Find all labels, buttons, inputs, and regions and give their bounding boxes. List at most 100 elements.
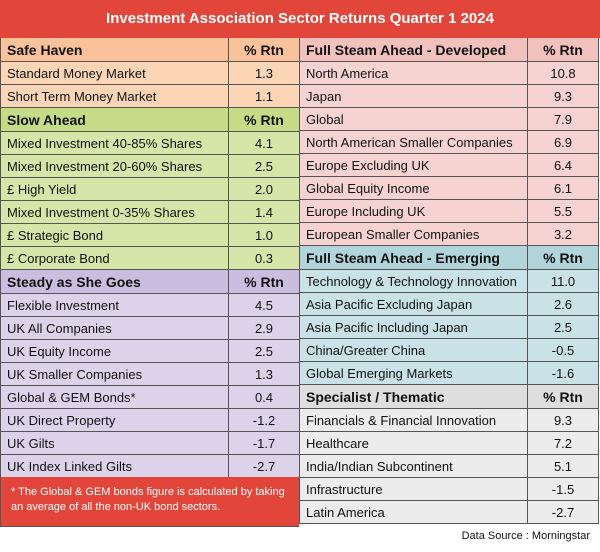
sector-return: 5.5 [553, 204, 573, 219]
section-title: Safe Haven [1, 38, 229, 61]
sector-name: North America [300, 62, 528, 84]
sector-name: Asia Pacific Excluding Japan [300, 293, 528, 315]
table-row: Europe Excluding UK 6.4 [300, 154, 598, 177]
table-row: UK Gilts -1.7 [1, 432, 299, 455]
table-row: UK Index Linked Gilts -2.7 [1, 455, 299, 478]
table-row: China/Greater China -0.5 [300, 339, 598, 362]
sector-name: Global & GEM Bonds* [1, 386, 229, 408]
table-row: Standard Money Market 1.3 [1, 62, 299, 85]
table-row: North American Smaller Companies 6.9 [300, 131, 598, 154]
table-row: India/Indian Subcontinent 5.1 [300, 455, 598, 478]
sector-name: Short Term Money Market [1, 85, 229, 107]
sector-name: Japan [300, 85, 528, 107]
sector-name: Latin America [300, 501, 528, 523]
sector-name: Infrastructure [300, 478, 528, 500]
sector-return: -1.5 [551, 482, 575, 497]
sector-return: 6.4 [553, 158, 573, 173]
sector-return: 11.0 [550, 274, 576, 289]
sector-return: 5.1 [553, 459, 573, 474]
sector-name: Global [300, 108, 528, 130]
left-column: Safe Haven% Rtn Standard Money Market 1.3 S… [0, 38, 299, 478]
table-row: Flexible Investment 4.5 [1, 294, 299, 317]
table-row: Asia Pacific Including Japan 2.5 [300, 316, 598, 339]
sector-return: 2.9 [254, 321, 274, 336]
sector-return: -1.7 [252, 436, 276, 451]
sector-name: Asia Pacific Including Japan [300, 316, 528, 338]
sector-name: Mixed Investment 20-60% Shares [1, 155, 229, 177]
column-header-return: % Rtn [543, 389, 583, 405]
table-row: UK Equity Income 2.5 [1, 340, 299, 363]
sector-return: 0.3 [254, 251, 274, 266]
sector-name: UK Smaller Companies [1, 363, 229, 385]
table-row: £ High Yield 2.0 [1, 178, 299, 201]
sector-name: UK Direct Property [1, 409, 229, 431]
sector-return: 2.5 [254, 344, 274, 359]
section-header: Full Steam Ahead - Emerging % Rtn [300, 246, 598, 270]
sector-name: China/Greater China [300, 339, 528, 361]
table-row: Europe Including UK 5.5 [300, 200, 598, 223]
section-header: Full Steam Ahead - Developed % Rtn [300, 38, 598, 62]
table-row: Global 7.9 [300, 108, 598, 131]
sector-return: 2.0 [254, 182, 274, 197]
section-header: Safe Haven % Rtn [1, 38, 299, 62]
table-row: Mixed Investment 40-85% Shares 4.1 [1, 132, 299, 155]
table-row: Japan 9.3 [300, 85, 598, 108]
sector-return: 1.4 [254, 205, 274, 220]
table-row: Mixed Investment 0-35% Shares 1.4 [1, 201, 299, 224]
table-row: Infrastructure -1.5 [300, 478, 598, 501]
sector-return: 0.4 [254, 390, 274, 405]
table-row: UK Smaller Companies 1.3 [1, 363, 299, 386]
sector-name: Healthcare [300, 432, 528, 454]
section-title: Specialist / Thematic [300, 385, 528, 408]
sector-name: Financials & Financial Innovation [300, 409, 528, 431]
sector-name: Europe Excluding UK [300, 154, 528, 176]
table-row: £ Strategic Bond 1.0 [1, 224, 299, 247]
sector-return: -1.2 [252, 413, 276, 428]
sector-return: -2.7 [551, 505, 575, 520]
sector-name: Mixed Investment 0-35% Shares [1, 201, 229, 223]
sector-name: UK Index Linked Gilts [1, 455, 229, 477]
table-row: Latin America -2.7 [300, 501, 598, 524]
sector-return: 9.3 [553, 89, 573, 104]
section-title: Full Steam Ahead - Emerging [300, 246, 528, 269]
sector-return: 7.9 [553, 112, 573, 127]
table-row: Short Term Money Market 1.1 [1, 85, 299, 108]
footnote: * The Global & GEM bonds figure is calcu… [0, 477, 299, 527]
section-title: Full Steam Ahead - Developed [300, 38, 528, 61]
section-header: Steady as She Goes % Rtn [1, 270, 299, 294]
table-row: Global & GEM Bonds* 0.4 [1, 386, 299, 409]
sector-name: Flexible Investment [1, 294, 229, 316]
section-title: Slow Ahead [1, 108, 229, 131]
sector-name: North American Smaller Companies [300, 131, 528, 153]
sector-return: 1.0 [254, 228, 274, 243]
sector-return: 2.5 [553, 320, 573, 335]
sector-name: UK All Companies [1, 317, 229, 339]
table-row: Technology & Technology Innovation 11.0 [300, 270, 598, 293]
sector-name: Mixed Investment 40-85% Shares [1, 132, 229, 154]
sector-return: 6.1 [553, 181, 573, 196]
column-header-return: % Rtn [543, 250, 583, 266]
sector-return: 2.6 [553, 297, 573, 312]
column-header-return: % Rtn [244, 42, 284, 58]
sector-return: -1.6 [551, 366, 575, 381]
sector-name: India/Indian Subcontinent [300, 455, 528, 477]
sector-name: UK Gilts [1, 432, 229, 454]
sector-return: 4.5 [254, 298, 274, 313]
table-row: Healthcare 7.2 [300, 432, 598, 455]
table-row: Global Equity Income 6.1 [300, 177, 598, 200]
table-row: £ Corporate Bond 0.3 [1, 247, 299, 270]
sector-return: 3.2 [553, 227, 573, 242]
section-header: Slow Ahead % Rtn [1, 108, 299, 132]
sector-name: Technology & Technology Innovation [300, 270, 528, 292]
sector-return: -2.7 [252, 459, 276, 474]
sector-name: £ Strategic Bond [1, 224, 229, 246]
right-column: Full Steam Ahead - Developed % Rtn North A… [299, 38, 599, 524]
sector-return: 1.3 [254, 66, 274, 81]
sector-name: UK Equity Income [1, 340, 229, 362]
column-header-return: % Rtn [543, 42, 583, 58]
table-row: UK Direct Property -1.2 [1, 409, 299, 432]
table-row: Asia Pacific Excluding Japan 2.6 [300, 293, 598, 316]
sector-return: 9.3 [553, 413, 573, 428]
data-source: Data Source : Morningstar [461, 530, 590, 542]
sector-return: 6.9 [553, 135, 573, 150]
